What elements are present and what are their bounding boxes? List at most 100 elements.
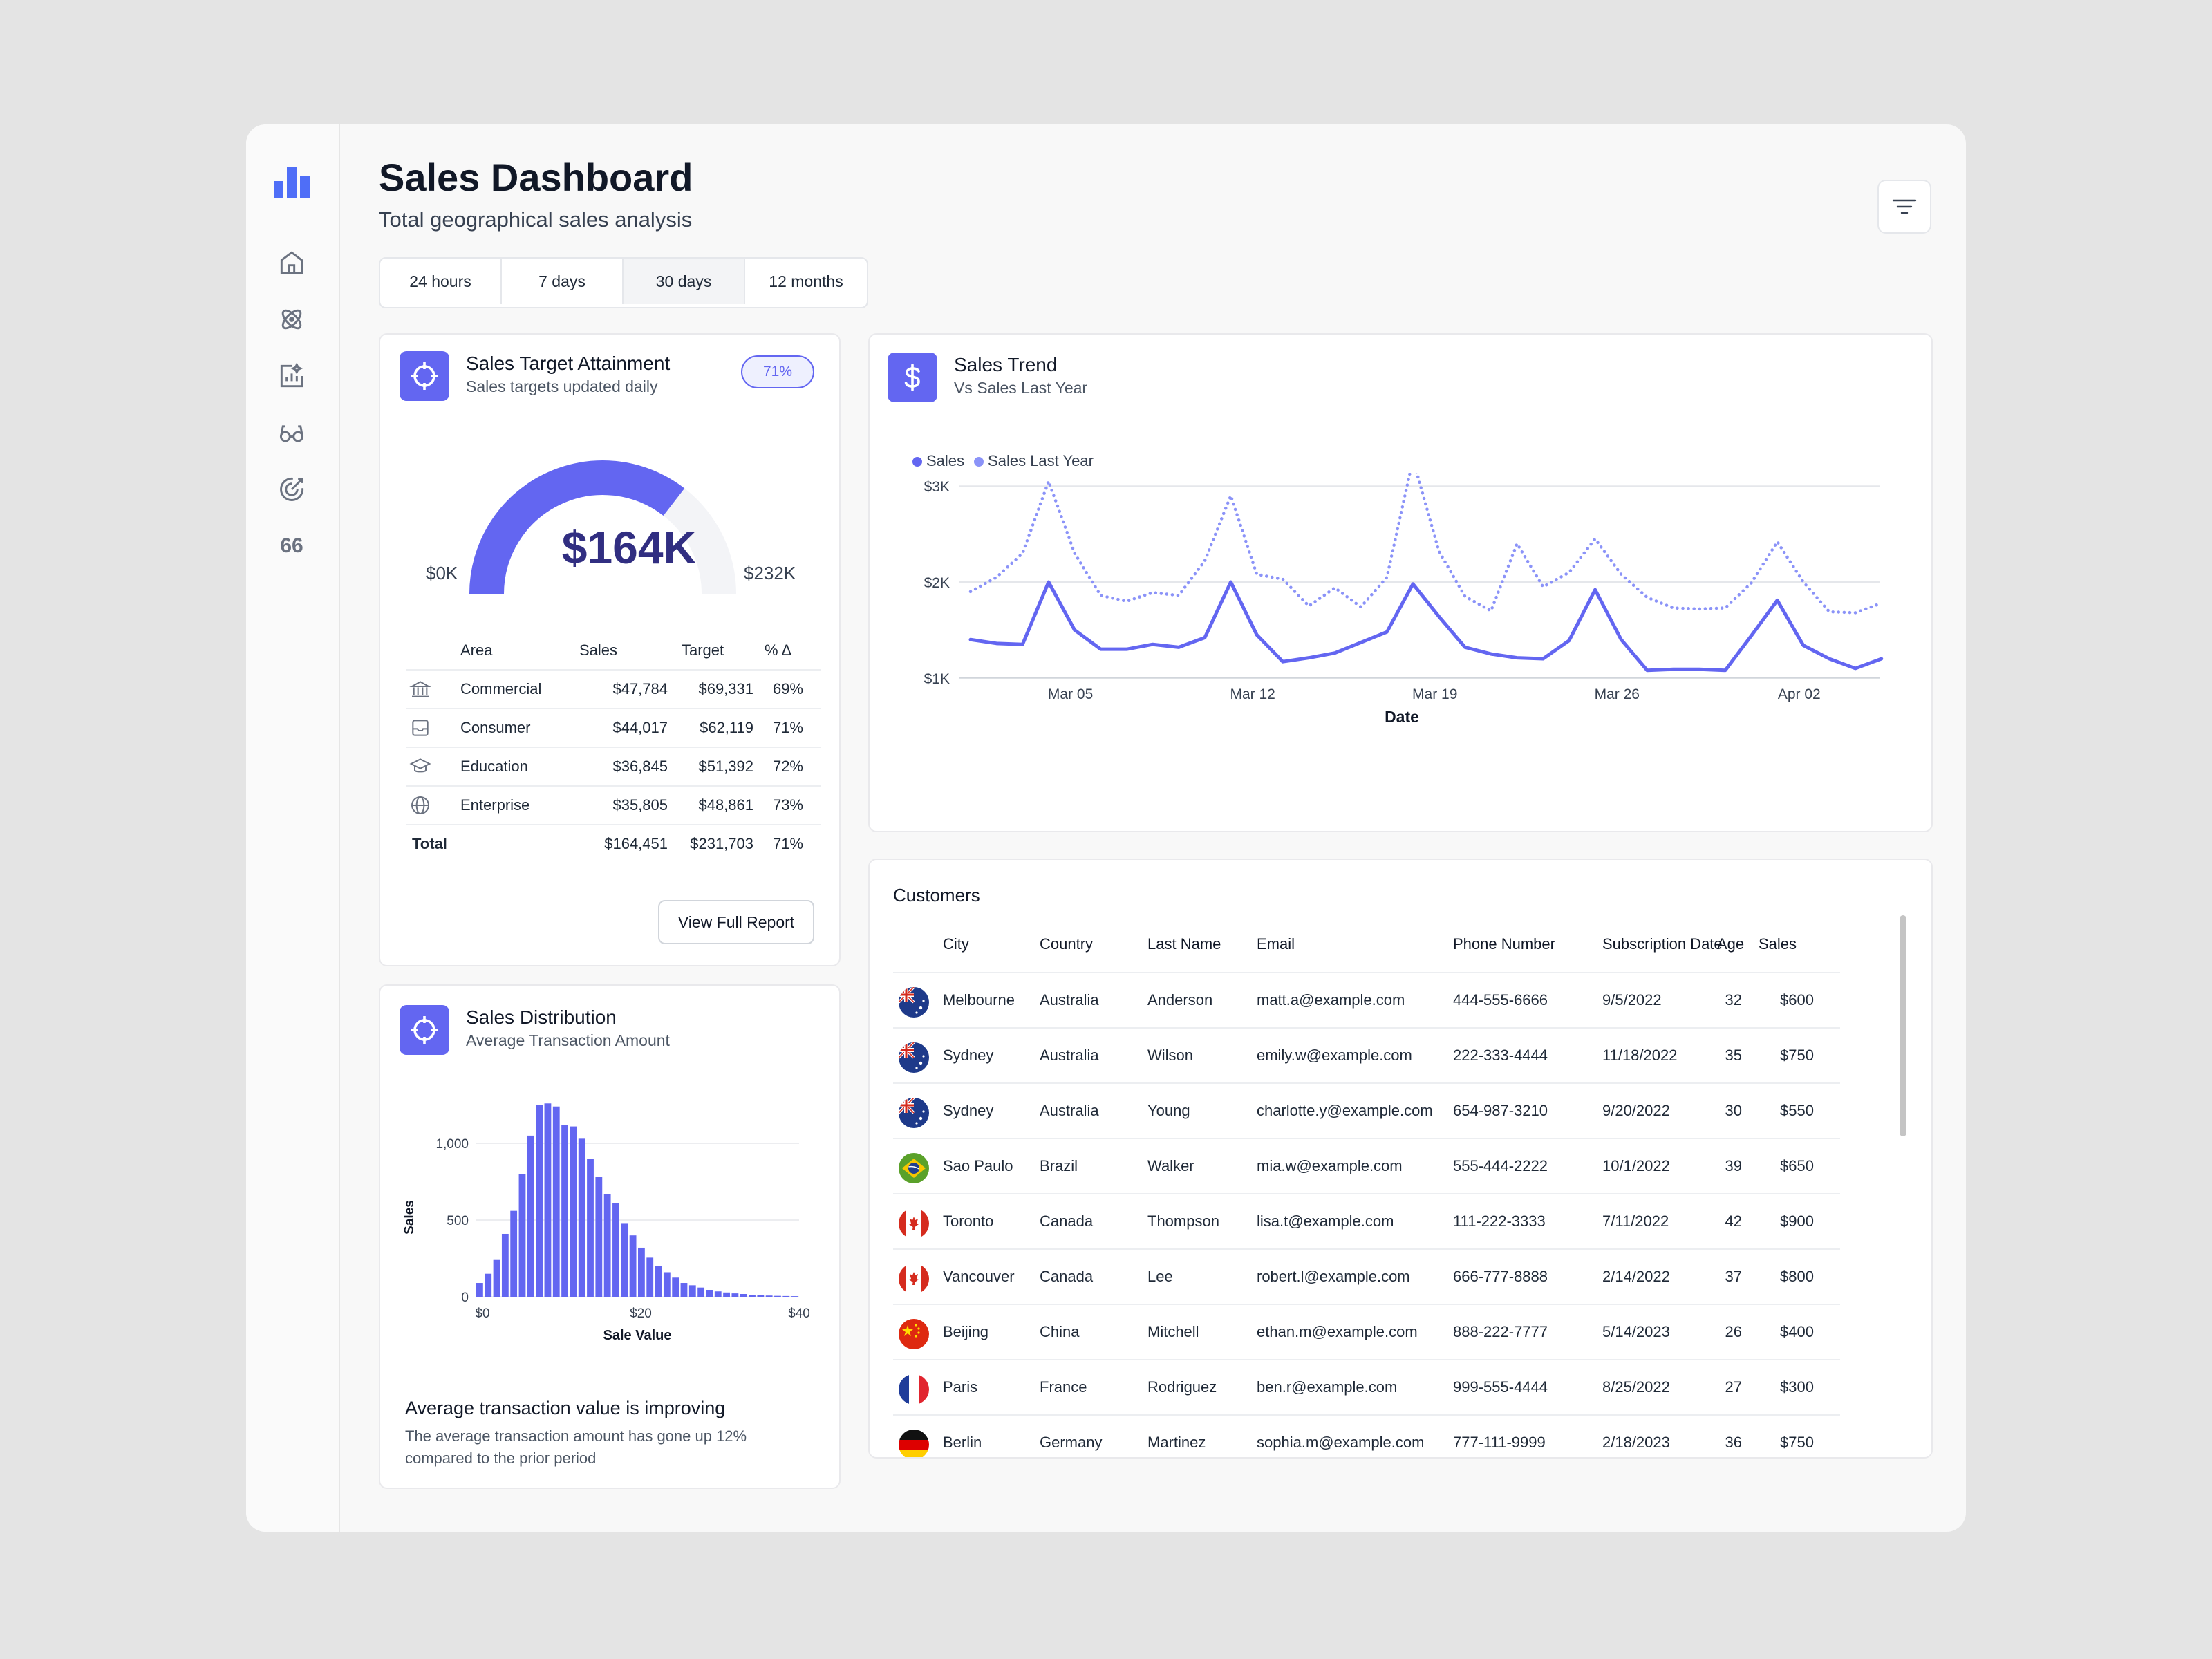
gauge-value: $164K [561, 522, 697, 573]
table-scrollbar[interactable] [1900, 915, 1906, 1136]
attainment-gauge [469, 460, 736, 594]
header-country[interactable]: Country [1040, 935, 1094, 953]
cell-phone: 111-222-3333 [1453, 1212, 1546, 1230]
australia-flag-icon [899, 987, 929, 1018]
cell-subscription-date: 7/11/2022 [1602, 1212, 1669, 1230]
cell-sales: $300 [1780, 1378, 1814, 1396]
atom-icon[interactable] [276, 304, 307, 335]
cell-age: 36 [1725, 1434, 1742, 1451]
table-row[interactable]: Paris France Rodriguez ben.r@example.com 999… [893, 1359, 1840, 1414]
cell-city: Paris [943, 1378, 978, 1396]
cell-last-name: Thompson [1147, 1212, 1219, 1230]
cell-sales: $750 [1780, 1047, 1814, 1064]
graduation-cap-icon [409, 758, 431, 773]
header-age[interactable]: Age [1717, 935, 1745, 953]
header-subscription-date[interactable]: Subscription Date [1602, 935, 1723, 953]
header-target: Target [682, 641, 724, 659]
area-row: Commercial $47,784 $69,331 69% [406, 669, 821, 708]
glasses-icon[interactable] [276, 418, 307, 448]
header-email[interactable]: Email [1257, 935, 1295, 953]
histogram-bar [782, 1295, 790, 1297]
table-row[interactable]: Beijing China Mitchell ethan.m@example.com 8… [893, 1304, 1840, 1359]
tab-7-days[interactable]: 7 days [502, 259, 624, 304]
histogram-bar [749, 1295, 756, 1297]
y-tick-label: $3K [924, 479, 950, 495]
table-row[interactable]: Sydney Australia Young charlotte.y@example.… [893, 1082, 1840, 1138]
tab-30-days[interactable]: 30 days [624, 259, 745, 304]
area-sales: $47,784 [612, 680, 668, 697]
cell-email: ben.r@example.com [1257, 1378, 1398, 1396]
gauge-min-label: $0K [426, 563, 458, 583]
target-icon[interactable] [276, 474, 307, 505]
table-row[interactable]: Sydney Australia Wilson emily.w@example.com… [893, 1027, 1840, 1082]
tab-12-months[interactable]: 12 months [769, 272, 843, 290]
cell-city: Sydney [943, 1047, 994, 1064]
attainment-badge: 71% [741, 355, 814, 388]
table-row[interactable]: Berlin Germany Martinez sophia.m@example.co… [893, 1414, 1840, 1457]
cell-sales: $400 [1780, 1323, 1814, 1340]
page-title: Sales Dashboard [379, 156, 693, 199]
legend-item-sales[interactable]: Sales [912, 452, 964, 470]
cell-phone: 999-555-4444 [1453, 1378, 1548, 1396]
canada-flag-icon [899, 1208, 929, 1239]
area-name: Commercial [460, 680, 542, 697]
cell-country: Australia [1040, 991, 1099, 1009]
sales-trend-card: Sales Trend Vs Sales Last Year Sales Sal… [868, 333, 1933, 832]
customers-table: City Country Last Name Email Phone Numbe… [893, 917, 1840, 1457]
header-phone[interactable]: Phone Number [1453, 935, 1555, 953]
insight-title: Average transaction value is improving [405, 1398, 726, 1418]
series-line-sales [968, 580, 1884, 673]
customers-card: Customers City Country Last Name Email P… [868, 859, 1933, 1459]
filter-button[interactable] [1877, 180, 1931, 234]
bar-chart-logo-icon[interactable] [274, 167, 310, 198]
cell-city: Beijing [943, 1323, 989, 1340]
sales-trend-chart: $1K $2K $3K Mar 05 Mar 12 Mar 19 Mar 26 Apr 02 D… [924, 473, 1884, 726]
cell-last-name: Mitchell [1147, 1323, 1199, 1340]
histogram-bar [740, 1294, 747, 1297]
cell-subscription-date: 11/18/2022 [1602, 1047, 1678, 1064]
cell-last-name: Martinez [1147, 1434, 1206, 1451]
legend-label: Sales [926, 452, 965, 469]
cell-sales: $900 [1780, 1212, 1814, 1230]
distribution-histogram: 0 500 1,000 $0 $20 $40 Sale Value Sales [402, 1103, 810, 1343]
x-tick-label: $40 [788, 1306, 810, 1321]
table-row[interactable]: Melbourne Australia Anderson matt.a@example… [893, 972, 1840, 1027]
header-pct: % Δ [765, 641, 792, 659]
x-tick-label: Mar 19 [1412, 686, 1457, 702]
cell-email: lisa.t@example.com [1257, 1212, 1394, 1230]
cell-country: Brazil [1040, 1157, 1078, 1174]
analytics-icon[interactable] [276, 361, 307, 391]
quote-icon[interactable]: 66 [280, 534, 303, 557]
chart-legend: Sales Sales Last Year [912, 452, 1094, 470]
area-table: Area Sales Target % Δ Commercial $47,784… [406, 632, 821, 863]
cell-phone: 777-111-9999 [1453, 1434, 1546, 1451]
header-sales[interactable]: Sales [1759, 935, 1797, 953]
table-row[interactable]: Sao Paulo Brazil Walker mia.w@example.com 55… [893, 1138, 1840, 1193]
cell-phone: 555-444-2222 [1453, 1157, 1548, 1174]
area-total-row: Total $164,451 $231,703 71% [406, 824, 821, 863]
histogram-bar [621, 1223, 628, 1297]
y-tick-label: $2K [924, 575, 950, 591]
dollar-icon [888, 353, 937, 402]
histogram-bar [561, 1125, 568, 1297]
histogram-bar [595, 1177, 603, 1297]
view-full-report-button[interactable]: View Full Report [658, 900, 814, 944]
header-last-name[interactable]: Last Name [1147, 935, 1221, 953]
header-city[interactable]: City [943, 935, 969, 953]
cell-country: Canada [1040, 1212, 1094, 1230]
cell-subscription-date: 9/20/2022 [1602, 1102, 1670, 1119]
tab-24-hours[interactable]: 24 hours [380, 259, 502, 304]
cell-country: China [1040, 1323, 1080, 1340]
x-tick-label: Mar 12 [1230, 686, 1275, 702]
histogram-bar [493, 1259, 500, 1297]
legend-item-sales-last-year[interactable]: Sales Last Year [974, 452, 1094, 470]
table-row[interactable]: Toronto Canada Thompson lisa.t@example.com 1… [893, 1193, 1840, 1248]
cell-last-name: Rodriguez [1147, 1378, 1217, 1396]
histogram-bar [697, 1287, 705, 1297]
cell-subscription-date: 10/1/2022 [1602, 1157, 1670, 1174]
cell-city: Sydney [943, 1102, 994, 1119]
home-icon[interactable] [276, 247, 307, 278]
legend-label: Sales Last Year [988, 452, 1094, 469]
cell-last-name: Young [1147, 1102, 1190, 1119]
table-row[interactable]: Vancouver Canada Lee robert.l@example.com 66… [893, 1248, 1840, 1304]
